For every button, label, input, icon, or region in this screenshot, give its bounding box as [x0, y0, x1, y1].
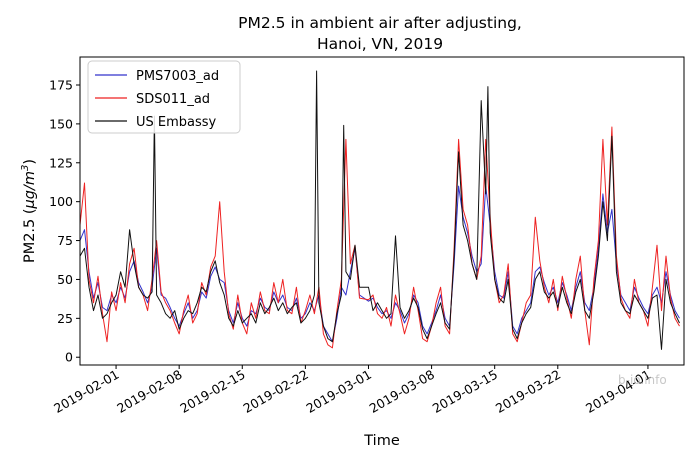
x-tick-label: 2019-03-08: [367, 367, 437, 416]
legend-box: [87, 60, 241, 134]
chart-title-line-2: Hanoi, VN, 2019: [317, 35, 443, 53]
y-tick-label: 175: [49, 78, 73, 93]
legend: PMS7003_ad SDS011_ad US Embassy: [87, 60, 241, 134]
series-line-pms7003-ad: [79, 185, 680, 343]
y-tick-label: 100: [49, 194, 73, 209]
x-tick-label: 2019-03-15: [430, 367, 500, 416]
legend-label: SDS011_ad: [136, 92, 210, 107]
x-tick-label: 2019-02-08: [114, 367, 184, 416]
x-tick-label: 2019-02-01: [51, 367, 121, 416]
y-tick-label: 25: [57, 311, 73, 326]
watermark: b-io.info: [618, 373, 667, 387]
y-tick-label: 125: [49, 155, 73, 170]
legend-label: US Embassy: [136, 115, 217, 130]
y-axis-title-superscript: 3: [20, 165, 31, 171]
chart-title-line-1: PM2.5 in ambient air after adjusting,: [238, 14, 522, 32]
y-axis-title-unit: μg/m: [22, 171, 38, 209]
x-tick-label: 2019-03-01: [304, 367, 374, 416]
y-tick-label: 0: [65, 350, 73, 365]
legend-entries: PMS7003_ad SDS011_ad US Embassy: [95, 69, 219, 130]
x-tick-label: 2019-02-22: [240, 367, 310, 416]
y-axis: 0 25 50 75 100 125 150 175: [49, 78, 80, 365]
x-tick-label: 2019-02-15: [177, 367, 247, 416]
x-tick-label: 2019-03-22: [493, 367, 563, 416]
series-line-sds011-ad: [79, 126, 680, 349]
x-axis: 2019-02-012019-02-082019-02-152019-02-22…: [51, 365, 653, 416]
y-axis-title-close: ): [22, 159, 38, 165]
plot-frame: [79, 56, 685, 366]
y-axis-title: PM2.5 (μg/m3): [20, 159, 38, 263]
y-axis-title-text: PM2.5 (: [22, 208, 38, 263]
plot-series: [79, 70, 680, 350]
x-axis-title: Time: [363, 433, 400, 449]
y-tick-label: 75: [57, 233, 73, 248]
series-line-us-embassy: [79, 70, 680, 350]
y-tick-label: 150: [49, 116, 73, 131]
y-tick-label: 50: [57, 272, 73, 287]
legend-label: PMS7003_ad: [136, 69, 219, 84]
